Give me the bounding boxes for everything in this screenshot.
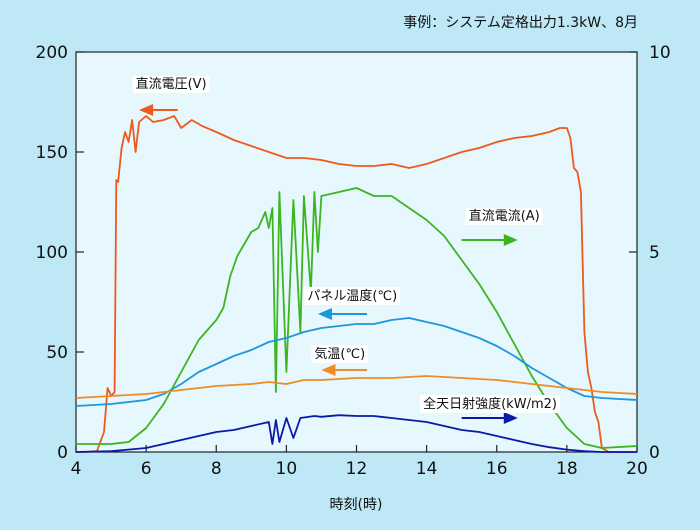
y-right-tick-label: 0 bbox=[649, 443, 660, 463]
series-arrow-head bbox=[503, 412, 518, 424]
series-label-bg bbox=[304, 287, 401, 305]
series-label: 気温(℃) bbox=[314, 346, 365, 362]
series-label-bg bbox=[420, 395, 560, 413]
series-label: 全天日射強度(kW/m2) bbox=[423, 396, 557, 412]
series-line bbox=[76, 187, 638, 449]
x-tick-label: 8 bbox=[211, 459, 222, 479]
series-arrow-head bbox=[503, 234, 518, 246]
series-arrow-head bbox=[317, 308, 332, 320]
series-arrow-head bbox=[139, 104, 154, 116]
series-line bbox=[75, 375, 638, 399]
y-right-tick-label: 5 bbox=[649, 243, 660, 263]
y-left-tick-label: 100 bbox=[36, 243, 68, 263]
x-tick-label: 12 bbox=[346, 459, 368, 479]
y-left-tick-label: 0 bbox=[57, 443, 68, 463]
series-label: パネル温度(℃) bbox=[307, 288, 397, 304]
chart-caption: 事例：システム定格出力1.3kW、8月 bbox=[403, 15, 638, 31]
y-left-tick-label: 50 bbox=[46, 343, 68, 363]
series-line bbox=[76, 115, 637, 453]
series-arrow-head bbox=[321, 364, 336, 376]
series-label-bg bbox=[132, 76, 210, 93]
x-tick-label: 6 bbox=[141, 459, 152, 479]
x-tick-label: 18 bbox=[556, 459, 578, 479]
y-right-tick-label: 10 bbox=[649, 43, 671, 63]
y-left-tick-label: 150 bbox=[36, 143, 68, 163]
series-line bbox=[75, 317, 638, 407]
series-label: 直流電流(A) bbox=[469, 209, 540, 224]
series-label: 直流電圧(V) bbox=[136, 77, 207, 92]
y-left-tick-label: 200 bbox=[36, 43, 68, 63]
x-tick-label: 10 bbox=[276, 459, 298, 479]
series-line bbox=[75, 414, 637, 453]
series-label-bg bbox=[465, 208, 543, 225]
x-axis-label: 時刻(時) bbox=[330, 497, 383, 513]
x-tick-label: 20 bbox=[626, 459, 648, 479]
x-tick-label: 16 bbox=[486, 459, 508, 479]
x-tick-label: 14 bbox=[416, 459, 438, 479]
series-label-bg bbox=[311, 345, 369, 363]
x-tick-label: 4 bbox=[71, 459, 82, 479]
